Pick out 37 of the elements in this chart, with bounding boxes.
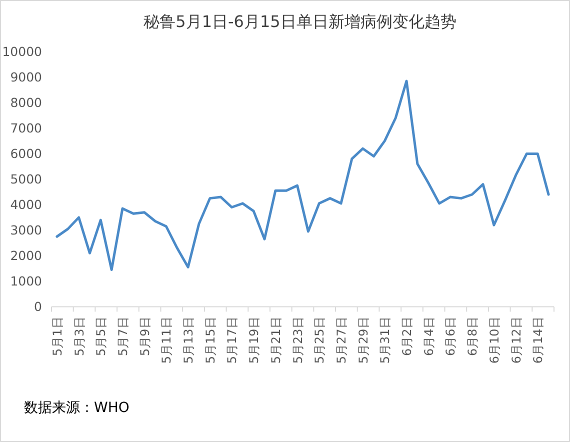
y-tick-label: 3000 (10, 222, 42, 238)
x-tick-label: 5月15日 (203, 316, 218, 364)
x-tick-label: 5月25日 (312, 316, 327, 364)
x-tick-label: 6月10日 (487, 316, 502, 364)
y-tick-label: 9000 (10, 70, 42, 85)
x-tick-label: 5月17日 (225, 316, 240, 364)
x-tick-label: 5月23日 (290, 316, 305, 364)
x-tick-label: 6月2日 (400, 316, 414, 356)
y-tick-label: 0 (34, 299, 42, 314)
y-tick-label: 7000 (10, 120, 42, 136)
x-tick-label: 5月31日 (378, 316, 392, 364)
x-tick-label: 5月3日 (72, 316, 86, 356)
x-tick-label: 6月14日 (531, 316, 546, 364)
x-tick-label: 5月29日 (356, 316, 370, 364)
x-tick-label: 5月5日 (94, 316, 108, 356)
y-tick-label: 2000 (10, 248, 42, 264)
x-tick-label: 6月12日 (509, 316, 524, 364)
x-tick-label: 6月4日 (422, 316, 436, 356)
y-tick-label: 6000 (10, 146, 42, 162)
x-tick-label: 5月9日 (138, 316, 152, 356)
x-tick-label: 5月19日 (247, 316, 262, 364)
y-tick-label: 5000 (10, 172, 42, 187)
y-tick-label: 1000 (10, 274, 42, 289)
x-tick-label: 5月13日 (182, 316, 196, 364)
y-tick-label: 8000 (10, 95, 42, 110)
x-tick-label: 6月6日 (444, 316, 458, 356)
x-tick-label: 6月8日 (466, 316, 480, 356)
source-note: 数据来源：WHO (24, 400, 130, 416)
x-tick-label: 5月27日 (334, 316, 348, 364)
chart-title: 秘鲁5月1日-6月15日单日新增病例变化趋势 (144, 12, 456, 31)
y-tick-label: 10000 (2, 44, 42, 60)
x-tick-label: 5月1日 (50, 316, 64, 356)
line-series (56, 80, 550, 271)
x-tick-label: 5月21日 (268, 316, 283, 364)
x-tick-label: 5月7日 (116, 316, 130, 356)
y-tick-label: 4000 (10, 197, 42, 212)
x-tick-label: 5月11日 (160, 316, 174, 364)
